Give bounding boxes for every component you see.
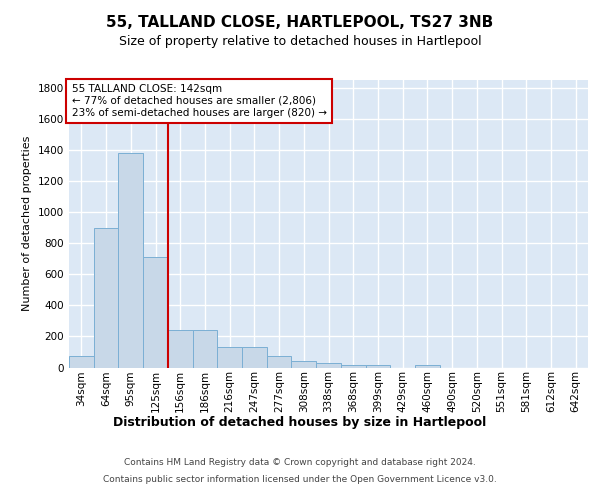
- Bar: [193, 330, 217, 368]
- Bar: [242, 346, 267, 368]
- Bar: [341, 365, 365, 368]
- Bar: [143, 257, 168, 368]
- Y-axis label: Number of detached properties: Number of detached properties: [22, 136, 32, 312]
- Bar: [217, 346, 242, 368]
- Text: Distribution of detached houses by size in Hartlepool: Distribution of detached houses by size …: [113, 416, 487, 429]
- Bar: [292, 362, 316, 368]
- Text: 55, TALLAND CLOSE, HARTLEPOOL, TS27 3NB: 55, TALLAND CLOSE, HARTLEPOOL, TS27 3NB: [106, 15, 494, 30]
- Text: Contains HM Land Registry data © Crown copyright and database right 2024.: Contains HM Land Registry data © Crown c…: [124, 458, 476, 467]
- Bar: [267, 356, 292, 368]
- Bar: [94, 228, 118, 368]
- Bar: [118, 153, 143, 368]
- Bar: [415, 365, 440, 368]
- Bar: [168, 330, 193, 368]
- Bar: [69, 356, 94, 368]
- Bar: [365, 365, 390, 368]
- Text: Contains public sector information licensed under the Open Government Licence v3: Contains public sector information licen…: [103, 474, 497, 484]
- Text: 55 TALLAND CLOSE: 142sqm
← 77% of detached houses are smaller (2,806)
23% of sem: 55 TALLAND CLOSE: 142sqm ← 77% of detach…: [71, 84, 326, 117]
- Bar: [316, 363, 341, 368]
- Text: Size of property relative to detached houses in Hartlepool: Size of property relative to detached ho…: [119, 34, 481, 48]
